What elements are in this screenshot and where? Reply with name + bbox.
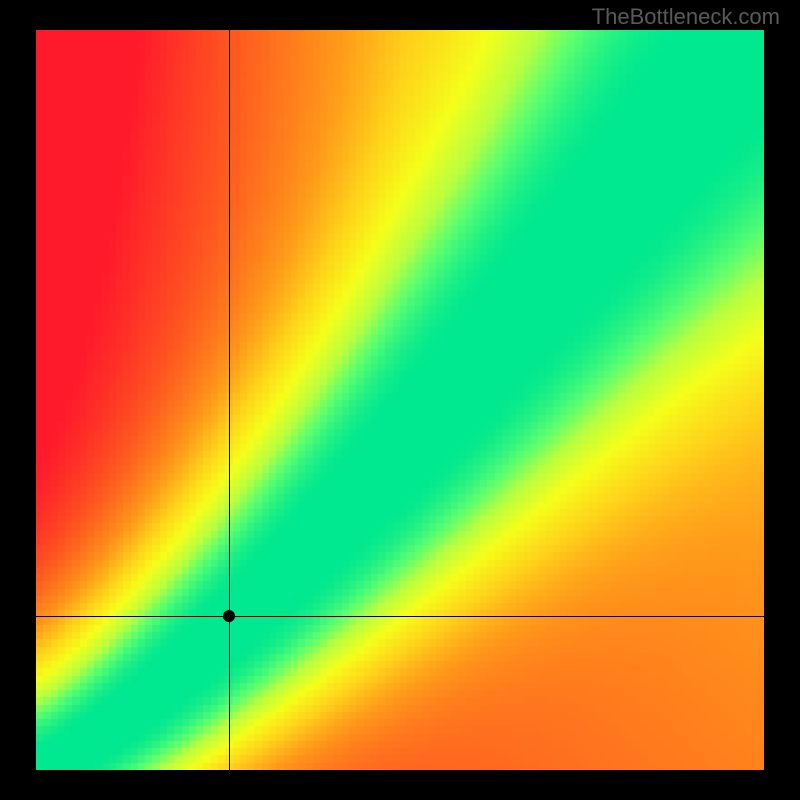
plot-area	[36, 30, 764, 770]
heatmap-canvas	[36, 30, 764, 770]
outer-frame	[0, 0, 800, 800]
chart-container: TheBottleneck.com	[0, 0, 800, 800]
watermark-text: TheBottleneck.com	[592, 4, 780, 30]
crosshair-vertical	[229, 30, 230, 770]
marker-dot	[223, 610, 235, 622]
crosshair-horizontal	[36, 616, 764, 617]
